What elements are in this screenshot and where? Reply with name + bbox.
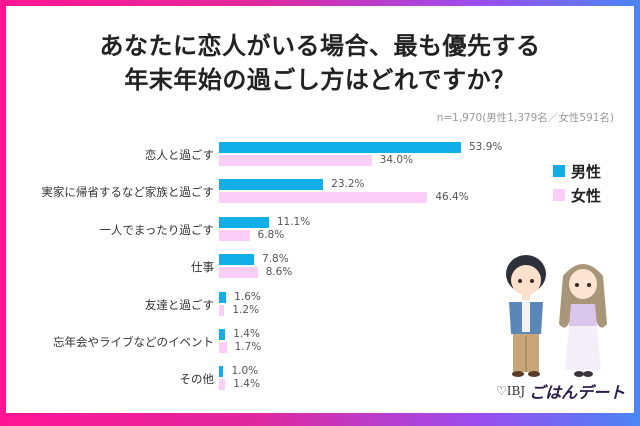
- male-value-label: 23.2%: [331, 178, 365, 191]
- legend-item-male: 男性: [553, 159, 601, 183]
- chart-title-line1: あなたに恋人がいる場合、最も優先する: [99, 32, 541, 60]
- male-value-label: 1.0%: [231, 365, 259, 378]
- female-value-label: 8.6%: [265, 266, 293, 279]
- male-bar: [219, 291, 227, 303]
- male-value-label: 7.8%: [262, 253, 289, 266]
- female-value-label: 46.4%: [435, 191, 469, 204]
- legend-label-female: 女性: [571, 186, 602, 205]
- legend-item-female: 女性: [553, 183, 601, 207]
- male-value-label: 53.9%: [469, 141, 503, 153]
- category-label: 友達と過ごす: [144, 297, 214, 312]
- chart-row: 実家に帰省するなど家族と過ごす 23.2% 46.4%: [6, 179, 634, 209]
- male-value-label: 1.6%: [234, 290, 261, 303]
- sample-size-note: n=1,970(男性1,379名／女性591名): [436, 112, 614, 124]
- chart-row: 友達と過ごす 1.6% 1.2%: [6, 290, 634, 322]
- ibj-gohan-date-logo: ♡IBJ ごはんデート: [496, 379, 625, 403]
- female-value-label: 34.0%: [379, 154, 414, 166]
- female-value-label: 1.4%: [233, 378, 260, 391]
- chart-row: 忘年会やライブなどのイベント 1.4% 1.7%: [6, 329, 634, 359]
- ibj-logo-text: ♡IBJ: [496, 384, 526, 398]
- female-bar: [219, 267, 258, 279]
- male-bar: [219, 254, 255, 266]
- woman-figure-icon: [559, 264, 607, 377]
- male-value-label: 1.4%: [233, 328, 260, 340]
- female-bar: [219, 229, 250, 241]
- category-label: 仕事: [191, 260, 214, 275]
- chart-row: 恋人と過ごす 53.9% 34.0%: [6, 142, 634, 172]
- category-label: 恋人と過ごす: [144, 148, 214, 162]
- male-value-label: 11.1%: [276, 215, 311, 228]
- gohan-date-brand: ごはんデート: [529, 383, 626, 402]
- female-bar: [219, 342, 227, 353]
- female-bar: [219, 155, 372, 166]
- chart-title-line2: 年末年始の過ごし方はどれですか？: [124, 66, 516, 94]
- chart-card: あなたに恋人がいる場合、最も優先する 年末年始の過ごし方はどれですか？ n=1,…: [6, 6, 634, 413]
- male-bar: [219, 329, 226, 340]
- male-bar: [219, 142, 461, 153]
- category-label: 一人でまったり過ごす: [99, 222, 214, 237]
- male-bar: [219, 179, 324, 191]
- female-value-label: 1.2%: [232, 303, 260, 316]
- chart-row: その他 1.0% 1.4%: [6, 366, 634, 396]
- female-value-label: 6.8%: [257, 228, 285, 241]
- female-bar: [219, 192, 428, 204]
- couple-illustration: [506, 255, 607, 377]
- category-label: その他: [179, 372, 215, 387]
- female-value-label: 1.7%: [234, 341, 262, 353]
- male-bar: [219, 216, 269, 228]
- man-figure-icon: [506, 255, 546, 377]
- female-bar: [219, 379, 226, 391]
- chart-row: 仕事 7.8% 8.6%: [6, 254, 634, 284]
- legend-label-male: 男性: [571, 162, 602, 181]
- male-bar: [219, 366, 224, 378]
- female-swatch: [553, 189, 565, 201]
- category-label: 実家に帰省するなど家族と過ごす: [41, 185, 214, 200]
- category-label: 忘年会やライブなどのイベント: [53, 335, 214, 349]
- female-bar: [219, 304, 225, 316]
- male-swatch: [553, 165, 565, 177]
- chart-row: 一人でまったり過ごす 11.1% 6.8%: [6, 215, 634, 247]
- legend: 男性 女性: [553, 159, 601, 207]
